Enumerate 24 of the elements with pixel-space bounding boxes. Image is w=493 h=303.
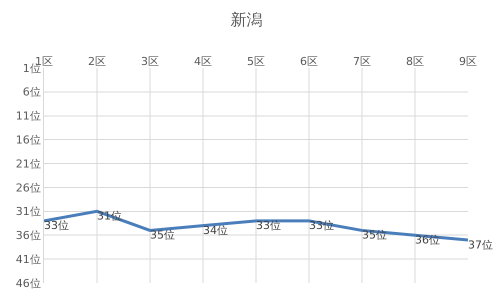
y-tick-label: 26位	[16, 181, 41, 194]
data-label: 33位	[256, 219, 281, 232]
x-tick-label: 3区	[141, 54, 159, 68]
y-tick-label: 11位	[16, 110, 41, 123]
data-label: 35位	[150, 228, 175, 242]
data-label: 37位	[468, 238, 493, 252]
x-tick-label: 5区	[247, 54, 265, 68]
x-tick-label: 9区	[459, 54, 477, 68]
y-tick-label: 6位	[22, 86, 41, 99]
data-label: 34位	[203, 224, 228, 237]
y-tick-label: 41位	[16, 252, 41, 266]
chart-title: 新潟	[230, 10, 262, 29]
y-tick-label: 36位	[16, 229, 41, 242]
data-label: 33位	[44, 219, 69, 232]
x-tick-label: 7区	[353, 54, 371, 68]
y-tick-label: 16位	[16, 134, 41, 147]
y-tick-label: 1位	[22, 62, 41, 75]
x-tick-label: 8区	[406, 54, 424, 68]
y-tick-label: 21位	[16, 157, 41, 170]
x-tick-label: 2区	[88, 54, 106, 68]
y-tick-label: 31位	[16, 205, 41, 218]
y-tick-label: 46位	[16, 276, 41, 290]
x-tick-label: 6区	[300, 54, 318, 68]
x-tick-label: 4区	[194, 54, 212, 68]
